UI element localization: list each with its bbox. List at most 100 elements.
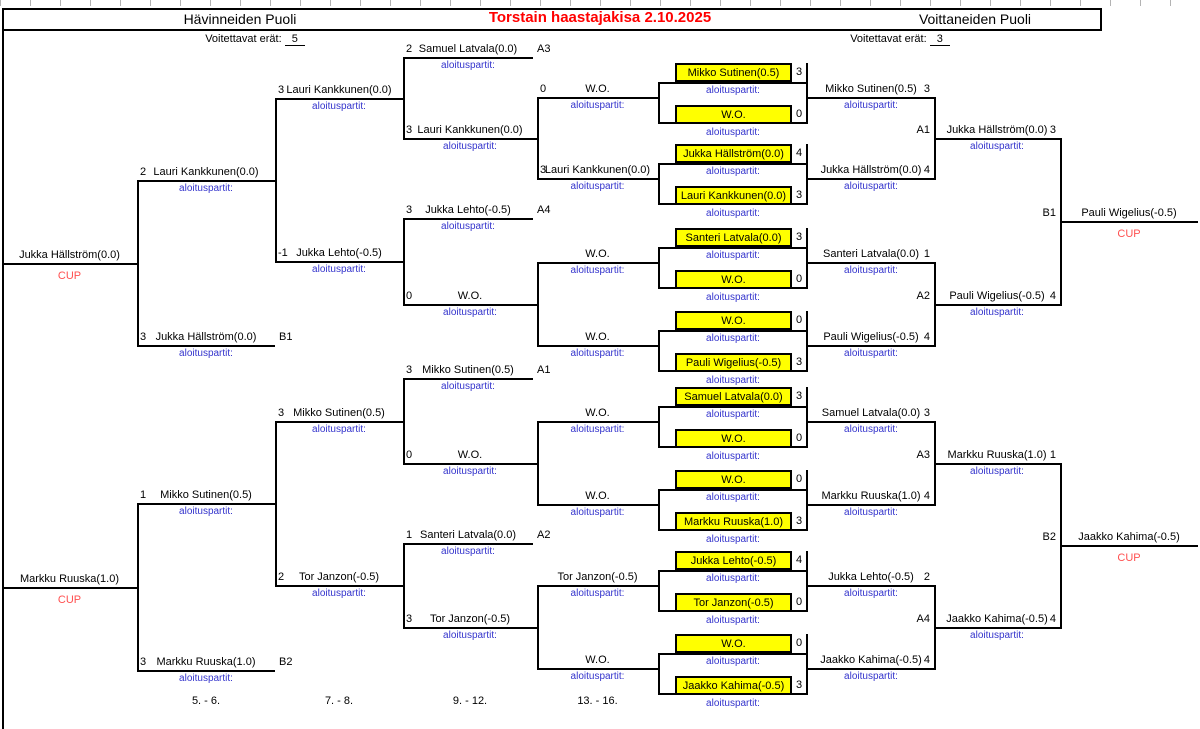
match-player-box: Jaakko Kahima(-0.5): [675, 676, 792, 695]
slot-player-name: Santeri Latvala(0.0): [420, 529, 516, 541]
match-score: 4: [795, 147, 803, 159]
slot-tag: A1: [916, 124, 930, 136]
slot-score: 3: [278, 407, 285, 419]
bracket-line-h: [537, 178, 658, 180]
bracket-line-v: [137, 180, 139, 347]
bracket-line-v: [537, 262, 539, 347]
bracket-line-h: [403, 304, 537, 306]
slot-tag: A2: [916, 290, 930, 302]
slot-tag: B1: [1042, 207, 1056, 219]
starting-breaks-label: aloituspartit:: [844, 100, 898, 111]
slot-player-name: Tor Janzon(-0.5): [429, 613, 511, 625]
slot-player-name: Lauri Kankkunen(0.0): [153, 166, 259, 178]
slot-player-name: Santeri Latvala(0.0): [823, 248, 919, 260]
slot-tag: A2: [537, 529, 551, 541]
slot-player-name: Jaakko Kahima(-0.5): [946, 613, 1048, 625]
starting-breaks-label: aloituspartit:: [706, 250, 760, 261]
match-score: 0: [795, 473, 803, 485]
cup-label: CUP: [57, 270, 82, 282]
match-player-box: W.O.: [675, 311, 792, 330]
match-score: 0: [795, 432, 803, 444]
winners-side-title: Voittaneiden Puoli: [918, 11, 1032, 27]
bracket-line-h: [808, 585, 934, 587]
match-player-box: W.O.: [675, 429, 792, 448]
bracket-line-h: [137, 345, 275, 347]
slot-player-name: Mikko Sutinen(0.5): [422, 364, 514, 376]
starting-breaks-label: aloituspartit:: [706, 534, 760, 545]
bracket-line-h: [1060, 221, 1198, 223]
slot-score: 3: [406, 364, 413, 376]
slot-player-name: Jukka Hällström(0.0): [820, 164, 922, 176]
bracket-line-v: [537, 585, 539, 670]
match-player-box: Lauri Kankkunen(0.0): [675, 186, 792, 205]
starting-breaks-label: aloituspartit:: [706, 573, 760, 584]
slot-score: 3: [406, 204, 413, 216]
bracket-line-h: [403, 218, 533, 220]
winners-sets-to-win: Voitettavat erät: 3: [795, 33, 1005, 46]
slot-score: -1: [278, 247, 288, 259]
starting-breaks-label: aloituspartit:: [970, 630, 1024, 641]
match-score: 0: [795, 637, 803, 649]
slot-tag: A3: [916, 449, 930, 461]
bracket-line-h: [808, 421, 934, 423]
match-player-box: Jukka Hällström(0.0): [675, 144, 792, 163]
winners-sets-to-win-value: 3: [929, 33, 950, 46]
bracket-line-h: [1060, 545, 1198, 547]
starting-breaks-label: aloituspartit:: [443, 630, 497, 641]
sets-to-win-label: Voitettavat erät:: [205, 33, 282, 45]
bracket-line-h: [808, 345, 934, 347]
placement-label: 9. - 12.: [452, 695, 488, 707]
score-cell-border: [806, 228, 808, 247]
slot-player-name: Jukka Hällström(0.0): [946, 124, 1048, 136]
slot-score: 1: [140, 489, 147, 501]
starting-breaks-label: aloituspartit:: [179, 673, 233, 684]
starting-breaks-label: aloituspartit:: [441, 60, 495, 71]
slot-tag: B2: [279, 656, 293, 668]
placement-label: 5. - 6.: [191, 695, 221, 707]
slot-player-name: Lauri Kankkunen(0.0): [417, 124, 523, 136]
bracket-line-h: [403, 543, 533, 545]
starting-breaks-label: aloituspartit:: [312, 588, 366, 599]
slot-score: 3: [540, 164, 547, 176]
column-ticks: [0, 0, 1200, 6]
starting-breaks-label: aloituspartit:: [706, 492, 760, 503]
cup-label: CUP: [1117, 552, 1141, 564]
slot-score: 2: [278, 571, 285, 583]
slot-player-name: W.O.: [457, 290, 483, 302]
slot-score: 3: [1049, 124, 1056, 136]
bracket-line-v: [403, 378, 405, 465]
slot-score: 4: [923, 164, 930, 176]
bracket-line-h: [403, 378, 533, 380]
starting-breaks-label: aloituspartit:: [844, 588, 898, 599]
starting-breaks-label: aloituspartit:: [706, 615, 760, 626]
match-player-box: W.O.: [675, 634, 792, 653]
bracket-line-h: [403, 57, 533, 59]
bracket-line-v: [137, 503, 139, 672]
slot-player-name: W.O.: [585, 654, 610, 666]
score-cell-border: [806, 470, 808, 489]
slot-player-name: Lauri Kankkunen(0.0): [286, 84, 392, 96]
match-player-box: W.O.: [675, 105, 792, 124]
score-cell-border: [806, 387, 808, 406]
starting-breaks-label: aloituspartit:: [312, 264, 366, 275]
starting-breaks-label: aloituspartit:: [706, 409, 760, 420]
placement-label: 7. - 8.: [324, 695, 354, 707]
slot-player-name: W.O.: [585, 248, 610, 260]
bracket-line-h: [275, 261, 403, 263]
slot-score: 2: [140, 166, 147, 178]
slot-score: 4: [923, 654, 930, 666]
placement-label: 13. - 16.: [577, 695, 618, 707]
bracket-line-h: [537, 504, 658, 506]
slot-player-name: Lauri Kankkunen(0.0): [544, 164, 651, 176]
slot-tag: B2: [1042, 531, 1056, 543]
starting-breaks-label: aloituspartit:: [570, 671, 625, 682]
bracket-line-v: [537, 421, 539, 506]
starting-breaks-label: aloituspartit:: [570, 507, 625, 518]
starting-breaks-label: aloituspartit:: [443, 307, 497, 318]
starting-breaks-label: aloituspartit:: [844, 265, 898, 276]
bracket-line-h: [808, 178, 934, 180]
slot-tag: A4: [916, 613, 930, 625]
starting-breaks-label: aloituspartit:: [179, 348, 233, 359]
match-player-box: Tor Janzon(-0.5): [675, 593, 792, 612]
